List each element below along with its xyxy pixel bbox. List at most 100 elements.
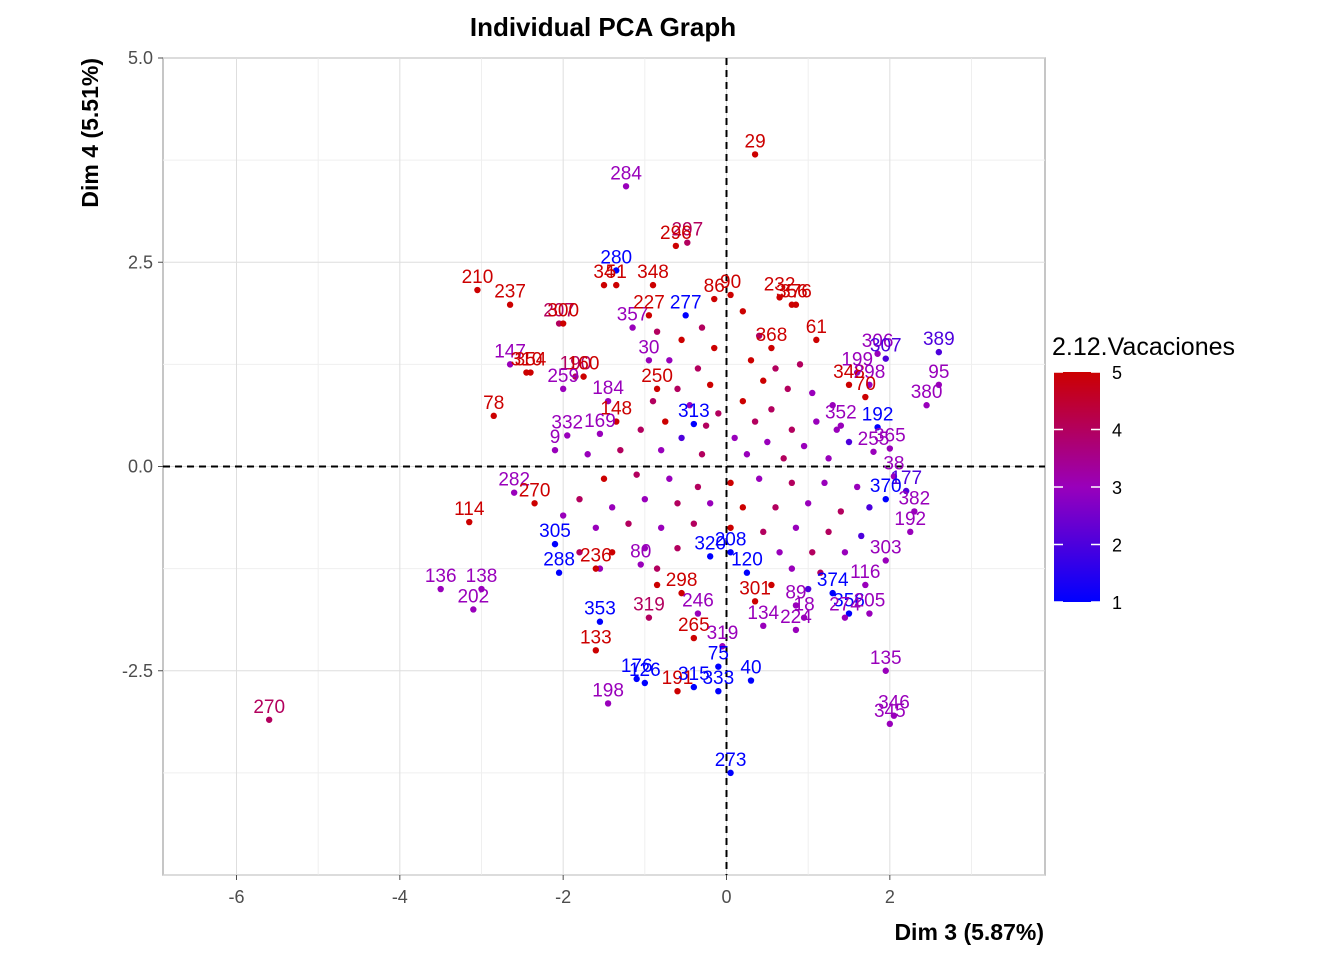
data-point — [715, 410, 722, 417]
data-point — [886, 720, 894, 728]
point-label: 29 — [745, 131, 766, 152]
point-389: 389 — [923, 329, 955, 356]
point-label: 303 — [870, 537, 902, 558]
data-point — [702, 422, 710, 429]
point-label: 205 — [854, 591, 886, 612]
data-point — [649, 281, 657, 289]
point-192: 192 — [894, 509, 926, 536]
data-point — [686, 402, 693, 409]
point-227: 227 — [633, 292, 665, 319]
point-label: 120 — [731, 550, 763, 571]
point-147: 147 — [494, 341, 526, 368]
data-point — [608, 504, 616, 511]
point-label: 160 — [568, 354, 600, 375]
x-tick-label: 0 — [721, 887, 731, 907]
point-301: 301 — [739, 578, 771, 605]
legend-tick-label: 4 — [1112, 421, 1122, 441]
data-point — [694, 483, 702, 491]
point-label: 346 — [878, 693, 910, 714]
data-point — [678, 589, 685, 597]
data-point — [622, 183, 630, 190]
legend-tick-label: 5 — [1112, 363, 1122, 383]
data-point — [768, 581, 775, 589]
data-point — [653, 385, 661, 393]
point-label: 138 — [466, 566, 498, 587]
point-353: 353 — [584, 599, 616, 625]
point-237: 237 — [494, 282, 526, 308]
data-point — [592, 647, 600, 654]
data-point — [882, 667, 889, 674]
point-label: 236 — [580, 546, 612, 567]
data-point — [935, 348, 943, 356]
data-point — [698, 324, 706, 331]
point-label: 307 — [870, 336, 902, 357]
point-134: 134 — [747, 603, 780, 630]
point-label: 306 — [862, 331, 894, 352]
data-point — [784, 385, 791, 393]
data-point — [641, 679, 649, 687]
point-label: 18 — [794, 595, 815, 616]
point-label: 38 — [883, 453, 904, 474]
data-point — [674, 385, 681, 393]
point-160: 160 — [568, 354, 600, 380]
point-label: 40 — [740, 658, 761, 679]
data-point — [613, 267, 620, 274]
point-259: 259 — [547, 366, 579, 393]
data-point — [731, 434, 738, 442]
point-label: 277 — [670, 292, 702, 313]
point-label: 208 — [715, 529, 747, 550]
data-point — [633, 675, 640, 683]
point-357: 357 — [617, 305, 648, 331]
data-point — [747, 357, 755, 364]
point-9: 9 — [550, 427, 560, 454]
cluster-points — [559, 308, 873, 593]
point-345: 345 — [874, 701, 906, 728]
point-270: 270 — [253, 697, 285, 723]
point-label: 380 — [911, 382, 943, 403]
point-176: 176 — [621, 656, 653, 683]
data-point — [813, 336, 820, 344]
data-point — [470, 606, 477, 613]
point-label: 169 — [584, 411, 616, 432]
data-point — [531, 500, 538, 507]
point-296: 296 — [660, 223, 692, 250]
point-184: 184 — [592, 378, 624, 405]
point-61: 61 — [806, 317, 827, 344]
data-point — [706, 553, 714, 560]
point-298: 298 — [854, 362, 885, 388]
data-point — [845, 381, 853, 388]
point-236: 236 — [580, 546, 612, 572]
data-point — [853, 483, 861, 491]
data-point — [739, 308, 747, 315]
data-point — [592, 524, 600, 531]
point-label: 90 — [720, 272, 741, 293]
point-label: 370 — [870, 476, 902, 497]
point-246: 246 — [682, 591, 714, 617]
data-point — [657, 446, 665, 454]
point-label: 199 — [841, 350, 873, 371]
point-307: 307 — [870, 336, 902, 362]
data-point — [653, 565, 661, 572]
data-point — [604, 397, 612, 405]
point-365: 365 — [874, 426, 906, 452]
data-point — [862, 393, 869, 401]
data-point — [690, 520, 698, 527]
data-point — [890, 473, 898, 480]
point-274: 274 — [829, 595, 861, 621]
point-label: 374 — [817, 570, 849, 591]
point-label: 70 — [855, 374, 876, 395]
point-298: 298 — [666, 570, 697, 597]
point-348: 348 — [637, 262, 669, 289]
data-point — [727, 524, 734, 531]
point-90: 90 — [720, 272, 741, 299]
point-label: 319 — [633, 595, 665, 616]
data-point — [674, 500, 681, 507]
data-point — [637, 426, 644, 433]
data-point — [657, 524, 665, 531]
point-label: 147 — [494, 341, 526, 362]
data-point — [764, 438, 771, 446]
data-point — [809, 549, 816, 556]
point-315: 315 — [678, 664, 710, 691]
point-320: 320 — [694, 533, 726, 560]
data-point — [804, 500, 812, 507]
